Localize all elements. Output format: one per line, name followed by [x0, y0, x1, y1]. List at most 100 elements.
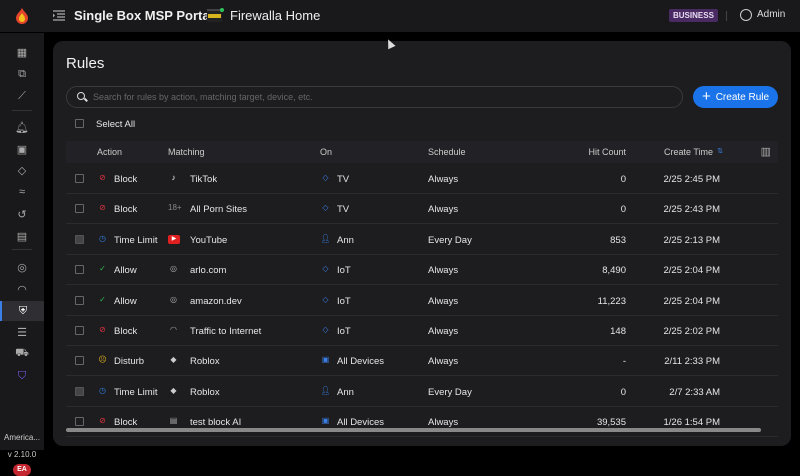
sidebar-item-devices[interactable]: ⧉ [18, 67, 26, 80]
column-create-time[interactable]: Create Time [663, 147, 713, 157]
table-row[interactable]: ⊘ Block ◠ Traffic to Internet ◇ IoT Always … [66, 316, 778, 346]
avatar[interactable]: EA [13, 464, 31, 476]
plan-badge: BUSINESS [669, 9, 718, 22]
action-label: Block [114, 174, 138, 185]
sidebar-item-vpn[interactable]: ⛟ [15, 347, 29, 359]
column-on[interactable]: On [320, 147, 333, 157]
select-all-checkbox[interactable] [75, 119, 84, 128]
table-row[interactable]: ◷ Time Limit ▶ YouTube 👤︎ Ann Every Day 853… [66, 225, 778, 255]
tag-icon: ◇ [322, 264, 329, 274]
column-matching[interactable]: Matching [168, 147, 205, 157]
region-label[interactable]: America... [3, 433, 40, 442]
sidebar-item-routes[interactable]: ≈ [18, 186, 26, 198]
disturb-icon: ☹ [98, 355, 107, 365]
sidebar-item-network[interactable]: ▣ [16, 143, 28, 156]
row-checkbox[interactable] [75, 417, 84, 427]
rules-panel: Rules + Create Rule Select All Action Mat… [53, 41, 791, 446]
user-icon: 👤︎ [320, 233, 331, 243]
sidebar-item-wifi[interactable]: ◠ [17, 283, 27, 296]
create-rule-button[interactable]: + Create Rule [693, 86, 778, 108]
sidebar-item-dashboard[interactable]: ▦ [16, 46, 28, 59]
table-row[interactable]: ✓ Allow ◎ arlo.com ◇ IoT Always 8,490 2/25 … [66, 255, 778, 286]
schedule-label: Always [428, 356, 459, 368]
box-selector[interactable]: Firewalla Home [230, 8, 321, 23]
column-hit-count[interactable]: Hit Count [588, 147, 626, 157]
on-target-label: All Devices [337, 356, 384, 368]
column-schedule[interactable]: Schedule [428, 147, 466, 157]
devices-icon: ▣ [321, 355, 330, 365]
schedule-label: Always [428, 417, 459, 429]
row-checkbox[interactable] [75, 174, 84, 183]
row-checkbox[interactable] [75, 295, 84, 305]
action-label: Block [114, 417, 138, 429]
on-target-label: Ann [337, 386, 354, 398]
sidebar-item-flows[interactable]: ⟋ [18, 89, 26, 102]
hit-count: 148 [610, 326, 626, 337]
row-checkbox[interactable] [75, 204, 84, 214]
sidebar-item-alarms[interactable]: 🔔︎ [15, 121, 29, 134]
create-rule-label: Create Rule [715, 91, 770, 103]
matching-label: TikTok [190, 174, 218, 185]
tag-icon: ◇ [322, 173, 329, 182]
tiktok-icon: ♪ [171, 173, 176, 182]
action-label: Block [114, 326, 138, 337]
clock-icon: ◷ [99, 385, 106, 395]
action-label: Time Limit [114, 234, 158, 246]
sidebar-item-logs[interactable]: ☰ [17, 326, 27, 339]
user-icon[interactable] [740, 9, 752, 21]
horizontal-scrollbar[interactable] [66, 428, 761, 432]
create-time: 2/7 2:33 AM [669, 386, 720, 398]
wifi-icon: ◠ [170, 325, 177, 334]
on-target-label: IoT [337, 326, 351, 337]
table-row[interactable]: ☹ Disturb ◆ Roblox ▣ All Devices Always - 2… [66, 346, 778, 377]
block-icon: ⊘ [99, 416, 106, 426]
check-icon: ✓ [99, 294, 106, 304]
schedule-label: Always [428, 295, 459, 307]
roblox-icon: ◆ [170, 385, 177, 395]
create-time: 2/25 2:04 PM [663, 295, 720, 307]
sidebar-item-reports[interactable]: ▤ [16, 230, 28, 243]
hit-count: 853 [610, 234, 626, 246]
on-target-label: Ann [337, 234, 354, 246]
page-title: Rules [66, 55, 105, 72]
columns-icon[interactable]: ▥ [760, 146, 771, 158]
schedule-label: Every Day [428, 386, 472, 398]
search-bar[interactable] [66, 86, 683, 108]
table-row[interactable]: ✓ Allow ◎ amazon.dev ◇ IoT Always 11,223 2/… [66, 286, 778, 316]
tag-icon: ◇ [322, 325, 329, 334]
table-row[interactable]: ◷ Time Limit ◆ Roblox 👤︎ Ann Every Day 0 2/… [66, 377, 778, 407]
table-row[interactable]: ⊘ Block 18+ All Porn Sites ◇ TV Always 0 2/… [66, 194, 778, 225]
row-checkbox[interactable] [75, 234, 84, 244]
row-checkbox[interactable] [75, 356, 84, 366]
check-icon: ✓ [99, 264, 106, 274]
row-checkbox[interactable] [75, 326, 84, 335]
create-time: 2/25 2:02 PM [663, 326, 720, 337]
user-menu[interactable]: Admin [757, 9, 786, 20]
sidebar-item-internet[interactable]: ◎ [17, 261, 27, 274]
create-time: 2/25 2:45 PM [663, 174, 720, 185]
block-icon: ⊘ [99, 325, 106, 334]
table-row[interactable]: ⊘ Block ▤ test block AI ▣ All Devices Alway… [66, 407, 778, 438]
matching-label: Traffic to Internet [190, 326, 262, 337]
divider [12, 110, 32, 111]
sidebar-item-rules[interactable]: ⛨ [0, 301, 44, 321]
on-target-label: IoT [337, 295, 351, 307]
select-all-label[interactable]: Select All [96, 119, 136, 130]
hit-count: 0 [620, 386, 626, 398]
sidebar-item-tags[interactable]: ◇ [17, 164, 27, 177]
schedule-label: Always [428, 326, 459, 337]
sort-icon[interactable]: ⇅ [717, 148, 723, 155]
menu-toggle-icon[interactable] [53, 10, 65, 21]
row-checkbox[interactable] [75, 265, 84, 275]
column-action[interactable]: Action [97, 147, 123, 157]
sidebar-item-security[interactable]: ⛉ [17, 369, 27, 382]
search-input[interactable] [93, 90, 673, 104]
roblox-icon: ◆ [170, 355, 177, 365]
box-device-icon [207, 8, 224, 22]
create-time: 2/25 2:04 PM [663, 265, 720, 277]
row-checkbox[interactable] [75, 386, 84, 396]
table-row[interactable]: ⊘ Block ♪ TikTok ◇ TV Always 0 2/25 2:45 PM [66, 164, 778, 194]
table-header: Action Matching On Schedule Hit Count Cr… [66, 141, 778, 163]
schedule-label: Every Day [428, 234, 472, 246]
sidebar-item-history[interactable]: ↺ [17, 208, 27, 221]
